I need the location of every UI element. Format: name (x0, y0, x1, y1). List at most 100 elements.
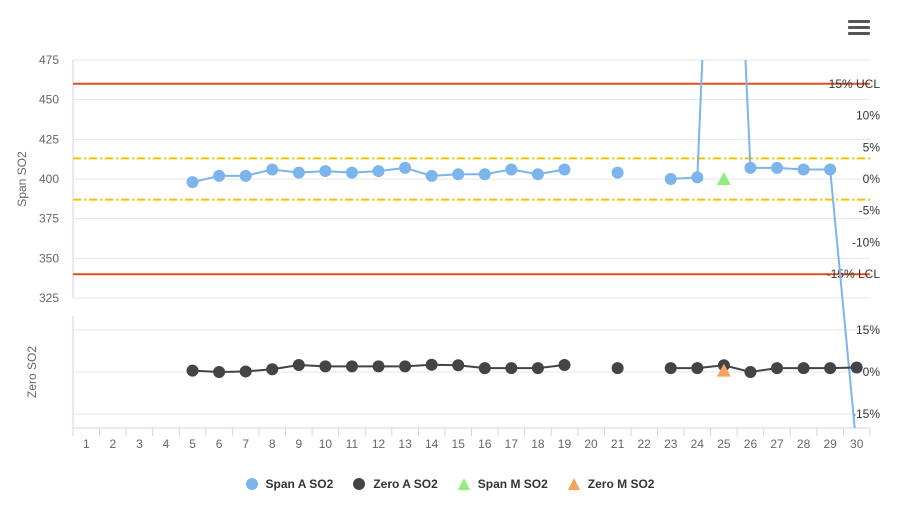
data-point (558, 359, 571, 371)
legend-item-span-a[interactable]: Span A SO2 (244, 476, 334, 492)
right-tick-label: 0% (863, 172, 881, 186)
x-tick-label: 18 (531, 437, 545, 451)
right-tick-label: 10% (856, 109, 880, 123)
x-tick-label: 21 (611, 437, 625, 451)
data-point (850, 361, 863, 374)
legend-circle-icon (245, 478, 258, 490)
data-point (266, 163, 279, 176)
y-tick-label: 400 (39, 172, 59, 186)
legend-label: Zero M SO2 (587, 477, 655, 491)
legend-triangle-icon (457, 478, 470, 490)
x-tick-label: 6 (216, 437, 223, 451)
x-tick-label: 11 (346, 437, 359, 451)
data-point (691, 362, 704, 375)
series-line-offscale (829, 169, 856, 429)
legend-triangle-icon (567, 478, 580, 490)
right-tick-label: 15% (856, 323, 880, 337)
data-point (558, 163, 571, 176)
data-point (716, 172, 731, 185)
y-axis-title: Span SO2 (15, 151, 29, 207)
data-point (239, 365, 252, 378)
x-tick-label: 30 (850, 437, 864, 451)
right-tick-label: 5% (863, 140, 881, 154)
y-tick-label: 375 (39, 212, 59, 226)
data-point (319, 360, 332, 373)
data-point (797, 362, 810, 375)
data-point (399, 161, 412, 174)
x-tick-label: 25 (717, 437, 731, 451)
x-tick-label: 14 (425, 437, 439, 451)
right-tick-label: 15% UCL (829, 77, 881, 91)
y-tick-label: 475 (39, 53, 59, 67)
data-point (425, 358, 438, 371)
right-tick-label: -15% LCL (827, 267, 881, 281)
data-point (452, 168, 465, 181)
data-point (345, 360, 358, 373)
x-tick-label: 13 (398, 437, 412, 451)
data-point (292, 359, 305, 371)
data-point (345, 166, 358, 179)
data-point (744, 161, 757, 174)
data-point (611, 362, 624, 375)
data-point (213, 366, 226, 378)
data-point (372, 165, 385, 178)
series-line (750, 166, 831, 171)
y-tick-label: 425 (39, 132, 59, 146)
y-axis-title: Zero SO2 (25, 346, 39, 398)
data-point (372, 360, 385, 373)
legend-item-zero-a[interactable]: Zero A SO2 (351, 476, 438, 492)
data-point (664, 173, 677, 185)
x-tick-label: 4 (163, 437, 170, 451)
x-tick-label: 24 (691, 437, 705, 451)
right-tick-label: -15% (852, 407, 880, 421)
y-tick-label: 325 (39, 291, 59, 305)
data-point (239, 169, 252, 182)
x-tick-label: 28 (797, 437, 811, 451)
series-line-offscale (696, 59, 704, 178)
x-tick-label: 15 (452, 437, 466, 451)
data-point (505, 163, 518, 176)
legend-item-zero-m[interactable]: Zero M SO2 (566, 476, 655, 492)
legend-label: Span M SO2 (477, 477, 548, 491)
right-tick-label: -5% (859, 204, 881, 218)
x-tick-label: 5 (189, 437, 196, 451)
data-point (771, 161, 784, 174)
data-point (664, 362, 677, 375)
data-point (186, 364, 199, 377)
data-point (478, 168, 491, 181)
data-point (425, 169, 438, 182)
x-tick-label: 12 (372, 437, 386, 451)
legend-label: Zero A SO2 (373, 477, 438, 491)
x-tick-label: 20 (584, 437, 598, 451)
chart-legend: Span A SO2 Zero A SO2 Span M SO2 Zero M … (0, 476, 898, 492)
data-point (531, 362, 544, 375)
x-tick-label: 9 (295, 437, 302, 451)
x-tick-label: 22 (638, 437, 652, 451)
y-tick-label: 350 (39, 251, 59, 265)
data-point (531, 168, 544, 181)
x-tick-label: 19 (558, 437, 572, 451)
data-point (771, 362, 784, 375)
data-point (186, 176, 199, 189)
data-point (691, 171, 704, 184)
data-point (292, 166, 305, 179)
hamburger-menu-icon[interactable] (848, 20, 870, 38)
right-tick-label: -10% (852, 235, 880, 249)
x-tick-label: 1 (83, 437, 90, 451)
data-point (505, 362, 518, 375)
y-tick-label: 450 (39, 93, 59, 107)
data-point (399, 360, 412, 373)
x-tick-label: 16 (478, 437, 492, 451)
legend-item-span-m[interactable]: Span M SO2 (456, 476, 548, 492)
data-point (797, 163, 810, 176)
x-tick-label: 10 (319, 437, 333, 451)
legend-label: Span A SO2 (265, 477, 334, 491)
data-point (824, 163, 837, 176)
data-point (824, 362, 837, 375)
data-point (478, 362, 491, 375)
x-tick-label: 2 (110, 437, 117, 451)
x-tick-label: 3 (136, 437, 143, 451)
data-point (611, 166, 624, 179)
